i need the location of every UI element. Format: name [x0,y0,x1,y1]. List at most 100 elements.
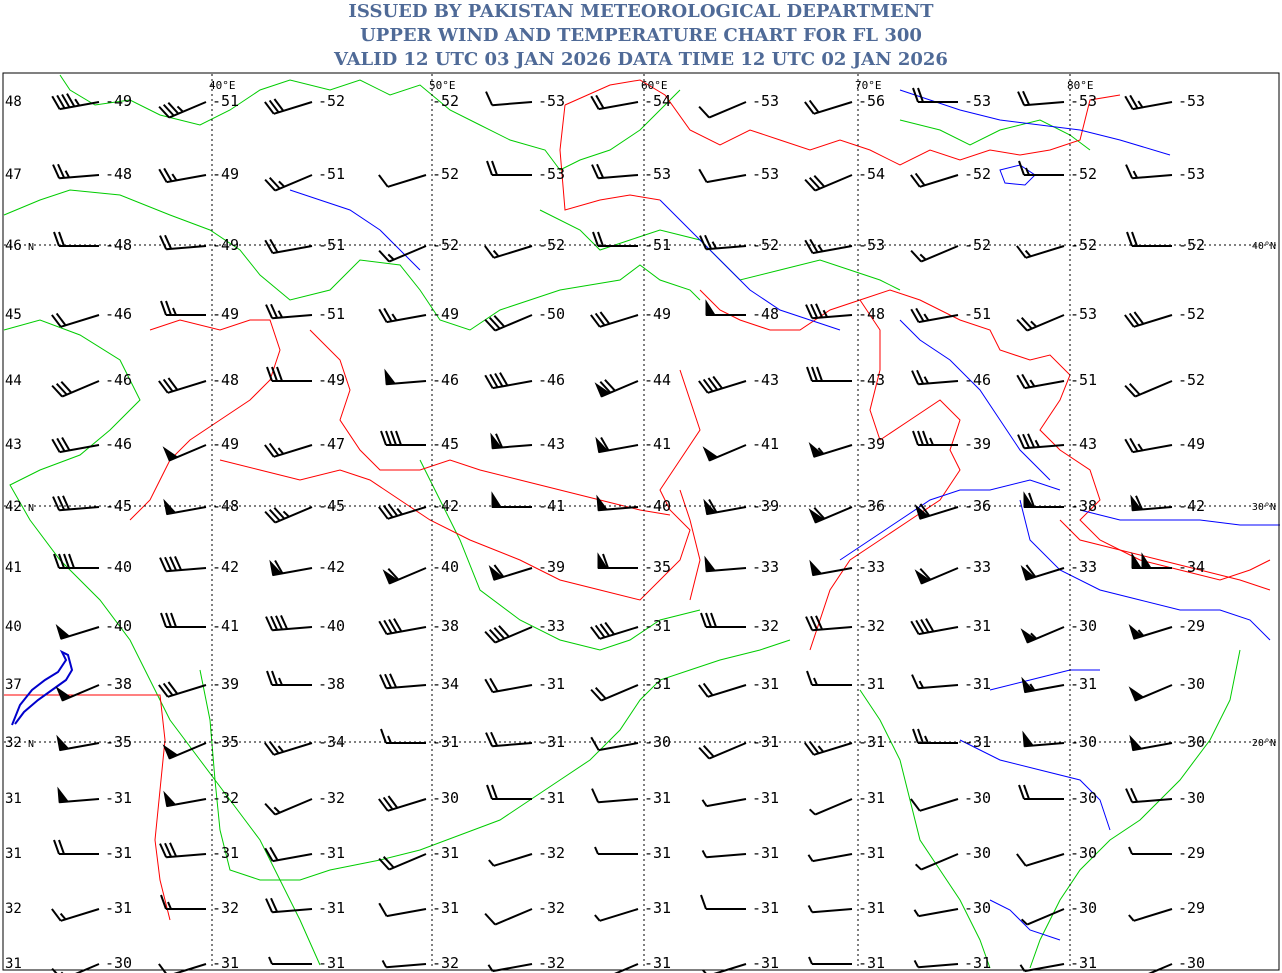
wind-barb [912,430,958,446]
temperature-value: -45 [318,497,345,515]
river [989,669,1100,691]
temperature-value: -53 [1178,92,1205,110]
wind-barb [160,300,206,316]
longitude-label: 40°E [209,79,236,92]
wind-barb [1018,784,1064,800]
wind-barb [705,299,746,316]
temperature-value: -33 [1070,558,1097,576]
temperature-value: -43 [538,435,565,453]
temperature-value: -31 [752,733,779,751]
wind-barb [158,377,207,394]
wind-barb [378,503,427,520]
temperature-value: -51 [318,165,345,183]
wind-barb [1131,552,1172,569]
temperature-value: -30 [964,789,991,807]
temperature-value: -30 [1070,789,1097,807]
wind-barb [55,623,100,640]
temperature-value: -31 [644,899,671,917]
temperature-value: -53 [538,165,565,183]
temperature-value: -33 [752,558,779,576]
temperature-value: -39 [538,558,565,576]
temperature-value: -33 [858,558,885,576]
wind-barb [590,684,639,702]
wind-barb [597,552,638,569]
wind-barb [162,444,207,462]
temperature-value: -32 [538,954,565,972]
wind-barb [1148,963,1173,973]
header-chart-title: UPPER WIND AND TEMPERATURE CHART FOR FL … [360,25,922,46]
temperature-value: -31 [644,844,671,862]
wind-barb [698,168,747,184]
temperature-value: -30 [1070,733,1097,751]
temperature-value: -49 [212,236,239,254]
river [1019,499,1271,641]
temperature-value: -48 [858,305,885,323]
wind-barb [265,303,313,320]
wind-barb [491,491,532,508]
wind-barb [913,908,959,918]
wind-barb [804,174,853,192]
wind-barb [1016,314,1065,332]
wind-barb [1017,433,1065,450]
wind-barb [806,670,852,686]
wind-barb [486,784,532,800]
wind-barb [1017,90,1065,107]
wind-barb [1124,311,1173,328]
wind-barb [698,375,747,394]
wind-barb [1018,160,1064,176]
temperature-value: -31 [858,733,885,751]
wind-barb [1020,908,1065,926]
row-labels: 48 47 46 N 45 44 43 42 N 41 40 37 32 N 31 31 32 31 [5,94,34,972]
temperature-value: -36 [964,497,991,515]
wind-barb [807,904,853,914]
wind-barb [805,615,853,632]
temperature-value: -31 [752,675,779,693]
row-label: 31 [5,956,22,972]
wind-barb [378,902,427,918]
row-label: 44 [5,373,22,389]
wind-barb [163,498,207,516]
country-border [679,489,701,601]
wind-barb [268,956,312,965]
temperature-value: -31 [644,675,671,693]
temperature-value: -38 [318,675,345,693]
temperature-value: -40 [432,558,459,576]
wind-barb [484,245,533,259]
temperature-value: -33 [964,558,991,576]
temperature-value: -30 [1070,899,1097,917]
temperature-value: -42 [212,558,239,576]
temperature-value: -31 [318,899,345,917]
river [659,199,841,331]
temperature-value: -31 [858,789,885,807]
wind-barb [809,559,853,577]
temperature-value: -49 [105,92,132,110]
temperature-value: -30 [964,899,991,917]
wind-barb [485,91,533,107]
river [289,189,421,271]
temperature-value: -31 [964,954,991,972]
wind-barb [592,231,638,247]
wind-barb [807,853,853,863]
wind-barb [1125,787,1173,804]
wind-barb [910,172,959,188]
temperature-value: -35 [212,733,239,751]
wind-barb [594,908,639,922]
wind-barb [163,790,207,808]
coastline [899,119,1091,151]
wind-barb [700,894,746,910]
wind-barb [590,311,639,328]
temperature-value: -38 [105,675,132,693]
temperature-value: -53 [752,92,779,110]
temperature-value: -52 [1178,236,1205,254]
temperature-value: -52 [752,236,779,254]
row-label: 32 [5,901,22,917]
wind-barb [484,908,533,926]
temperature-value: -53 [858,236,885,254]
wind-barb [591,163,639,180]
wind-barb [701,798,747,808]
wind-barb [806,366,852,382]
longitude-label: 70°E [855,79,882,92]
wind-barb [264,238,313,255]
wind-barb [53,553,99,569]
temperature-value: -48 [105,165,132,183]
